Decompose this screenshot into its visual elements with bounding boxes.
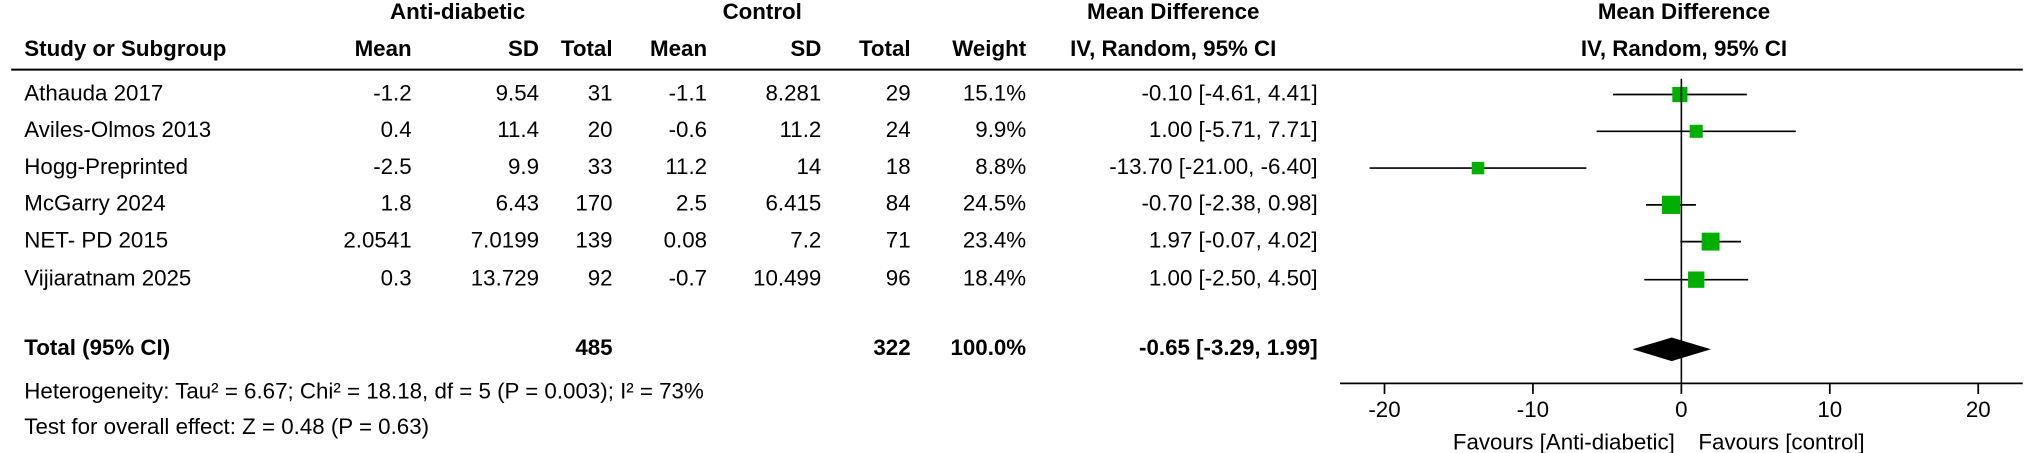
study-name: Aviles-Olmos 2013: [24, 117, 211, 142]
column-header: Total: [561, 36, 613, 61]
cell: 8.281: [765, 80, 821, 105]
column-header: Study or Subgroup: [24, 36, 226, 61]
cell: 24.5%: [963, 191, 1026, 216]
total-label: Total (95% CI): [24, 335, 170, 360]
cell: 23.4%: [963, 227, 1026, 252]
heterogeneity: Heterogeneity: Tau² = 6.67; Chi² = 18.18…: [24, 378, 704, 403]
column-header: Total: [859, 36, 911, 61]
ci-label: -0.70 [-2.38, 0.98]: [1142, 191, 1318, 216]
cell: 11.2: [665, 154, 707, 179]
effect-square: [1672, 86, 1688, 103]
column-header: Mean: [650, 36, 707, 61]
x-tick-label: -10: [1517, 397, 1549, 422]
cell: 31: [588, 80, 613, 105]
cell: 170: [575, 191, 612, 216]
x-tick-label: -20: [1368, 397, 1400, 422]
x-tick-label: 0: [1675, 397, 1687, 422]
effect-subheader: IV, Random, 95% CI: [1070, 36, 1276, 61]
cell: 6.43: [496, 191, 539, 216]
cell: 18.4%: [963, 266, 1026, 291]
cell: -0.6: [669, 117, 707, 142]
overall-effect: Test for overall effect: Z = 0.48 (P = 0…: [24, 414, 429, 439]
cell: 33: [588, 154, 613, 179]
cell: -2.5: [373, 154, 411, 179]
group-header: Control: [723, 0, 802, 24]
cell: 13.729: [471, 266, 539, 291]
ci-label: -0.10 [-4.61, 4.41]: [1142, 80, 1318, 105]
cell: 1.8: [381, 191, 412, 216]
study-name: NET- PD 2015: [24, 227, 168, 252]
study-name: Hogg-Preprinted: [24, 154, 188, 179]
cell: 0.08: [664, 227, 707, 252]
cell: 7.0199: [471, 227, 539, 252]
cell: 96: [886, 266, 911, 291]
cell: 84: [886, 191, 911, 216]
cell: 20: [588, 117, 613, 142]
summary-diamond: [1632, 337, 1711, 362]
total-cell: 485: [575, 335, 612, 360]
cell: 0.4: [381, 117, 412, 142]
cell: 92: [588, 266, 613, 291]
cell: 2.0541: [343, 227, 411, 252]
total-ci-label: -0.65 [-3.29, 1.99]: [1139, 335, 1318, 360]
cell: 0.3: [381, 266, 412, 291]
study-name: Vijiaratnam 2025: [24, 266, 191, 291]
cell: 18: [886, 154, 911, 179]
ci-label: 1.00 [-5.71, 7.71]: [1149, 117, 1318, 142]
cell: -1.1: [669, 80, 707, 105]
total-cell: 100.0%: [950, 335, 1026, 360]
cell: 2.5: [676, 191, 707, 216]
effect-square: [1689, 124, 1703, 138]
effect-square: [1661, 195, 1681, 214]
study-name: McGarry 2024: [24, 191, 165, 216]
cell: 71: [886, 227, 911, 252]
ci-label: 1.97 [-0.07, 4.02]: [1149, 227, 1318, 252]
cell: 9.9: [508, 154, 539, 179]
x-tick-label: 10: [1817, 397, 1842, 422]
cell: 11.2: [780, 117, 822, 142]
x-tick-label: 20: [1966, 397, 1991, 422]
cell: -1.2: [373, 80, 411, 105]
plot-header: Mean Difference: [1598, 0, 1770, 24]
cell: 8.8%: [975, 154, 1026, 179]
column-header: SD: [508, 36, 539, 61]
group-header: Anti-diabetic: [390, 0, 525, 24]
effect-square: [1471, 161, 1485, 175]
effect-square: [1688, 271, 1705, 288]
cell: 11.4: [497, 117, 539, 142]
column-header: SD: [790, 36, 821, 61]
plot-subheader: IV, Random, 95% CI: [1581, 36, 1787, 61]
cell: 24: [886, 117, 911, 142]
study-name: Athauda 2017: [24, 80, 163, 105]
favours-left: Favours [Anti-diabetic]: [1453, 430, 1675, 453]
cell: 15.1%: [963, 80, 1026, 105]
cell: 9.54: [496, 80, 539, 105]
effect-square: [1701, 232, 1720, 251]
favours-right: Favours [control]: [1698, 430, 1864, 453]
column-header: Weight: [952, 36, 1027, 61]
effect-header: Mean Difference: [1087, 0, 1259, 24]
total-cell: 322: [873, 335, 910, 360]
cell: 10.499: [753, 266, 821, 291]
cell: 14: [796, 154, 821, 179]
cell: 9.9%: [975, 117, 1026, 142]
ci-label: -13.70 [-21.00, -6.40]: [1109, 154, 1317, 179]
cell: 139: [575, 227, 612, 252]
cell: 6.415: [765, 191, 821, 216]
column-header: Mean: [355, 36, 412, 61]
ci-label: 1.00 [-2.50, 4.50]: [1149, 266, 1318, 291]
cell: 29: [886, 80, 911, 105]
cell: -0.7: [669, 266, 707, 291]
cell: 7.2: [790, 227, 821, 252]
